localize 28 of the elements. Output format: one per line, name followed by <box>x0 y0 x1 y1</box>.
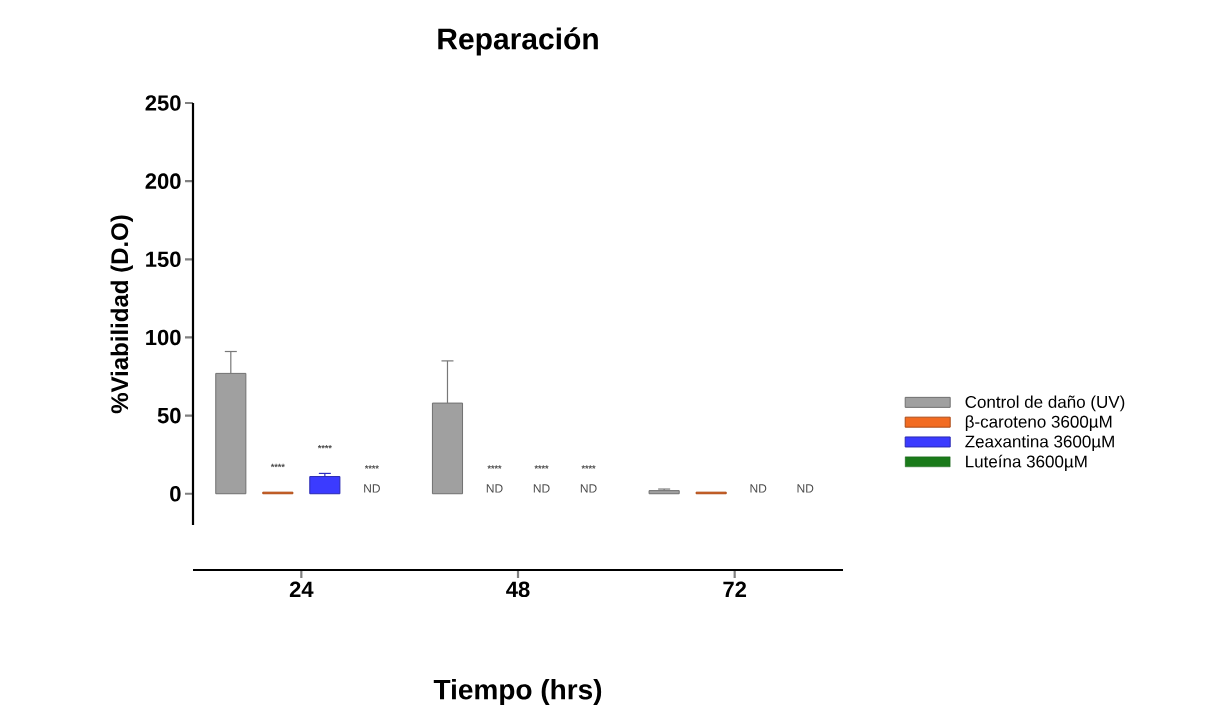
text: ND <box>533 484 550 493</box>
text: ND <box>750 484 767 493</box>
x-tick-label: 24 <box>289 581 314 597</box>
x-tick-label: 72 <box>723 581 747 597</box>
y-tick-label: 0 <box>170 485 181 502</box>
text: ND <box>580 484 597 493</box>
x-axis-title: Tiempo (hrs) <box>433 678 602 706</box>
y-tick-label: 150 <box>146 251 181 268</box>
text: ND <box>364 484 380 493</box>
y-tick-label: 50 <box>157 407 181 424</box>
y-tick-label: 200 <box>145 173 181 189</box>
chart-title: Reparación <box>438 27 598 56</box>
annotation: **** <box>581 465 596 469</box>
annotation: **** <box>270 463 285 468</box>
y-axis-title: %Viabilidad (D.O) <box>110 215 133 414</box>
legend-label: Control de daño (UV) <box>965 395 1125 412</box>
legend-label: Zeaxantina 3600µM <box>965 435 1114 451</box>
x-tick-label: 48 <box>506 581 530 598</box>
legend-label: Luteína 3600µM <box>966 454 1087 471</box>
annotation: **** <box>317 445 332 449</box>
legend-label: β-caroteno 3600µM <box>965 415 1112 432</box>
text: ND <box>797 484 814 493</box>
text: ND <box>486 484 503 493</box>
y-tick-label: 100 <box>146 329 181 346</box>
annotation: **** <box>487 465 502 469</box>
y-tick-label: 250 <box>145 95 181 111</box>
annotation: **** <box>364 465 379 469</box>
annotation: **** <box>534 465 549 469</box>
